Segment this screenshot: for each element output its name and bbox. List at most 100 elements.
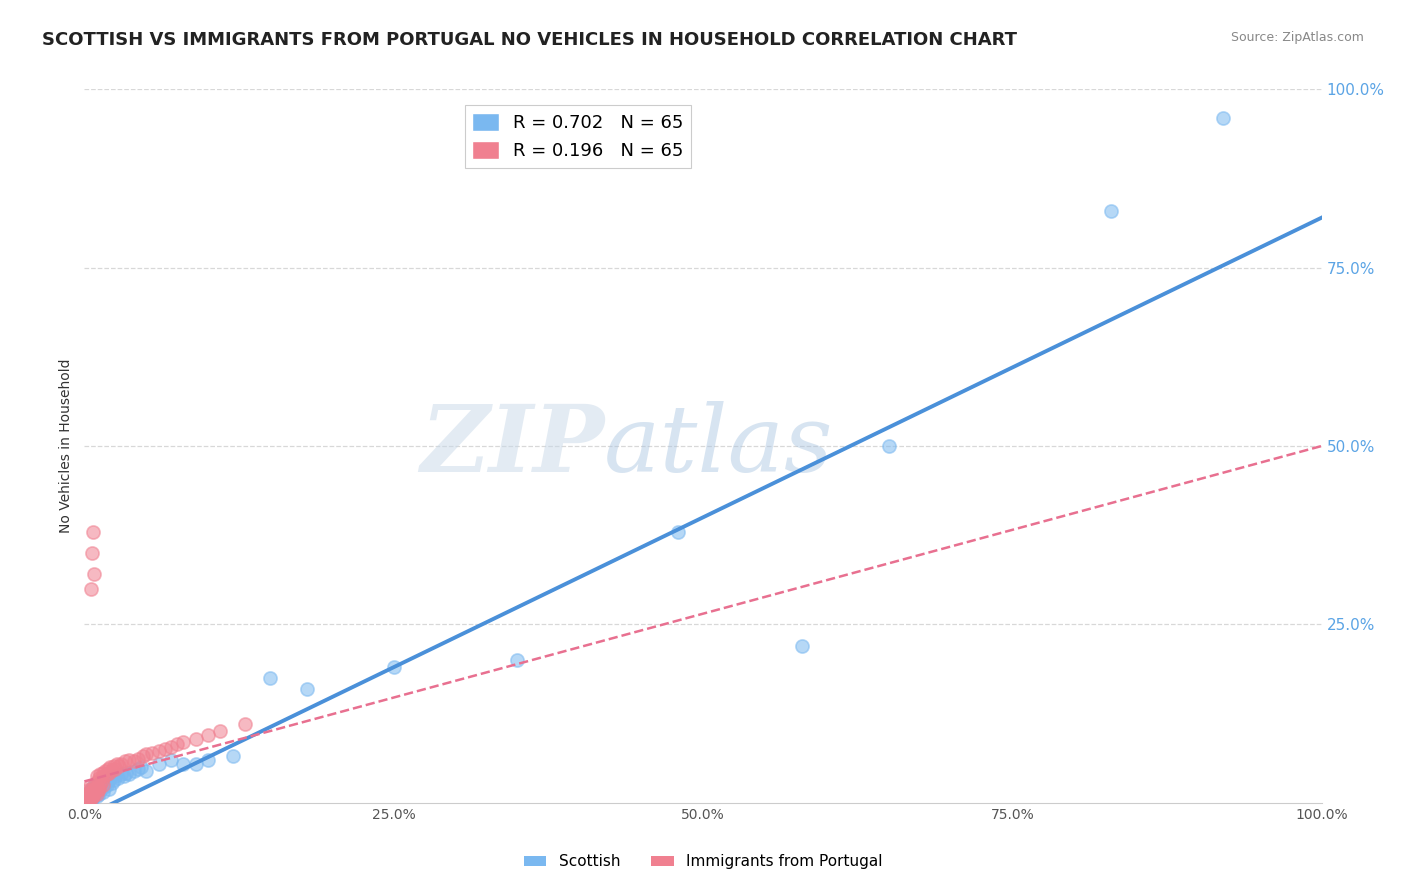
Point <box>79 791 101 805</box>
Point <box>100 763 122 777</box>
Point <box>105 756 128 771</box>
Point <box>382 660 405 674</box>
Point <box>79 790 101 805</box>
Point <box>103 758 125 772</box>
Point <box>77 792 100 806</box>
Point <box>83 787 105 801</box>
Point <box>172 735 194 749</box>
Point <box>82 780 104 794</box>
Point <box>79 783 101 797</box>
Point <box>108 758 131 772</box>
Point <box>79 780 101 794</box>
Point <box>115 765 138 780</box>
Point <box>84 787 107 801</box>
Text: SCOTTISH VS IMMIGRANTS FROM PORTUGAL NO VEHICLES IN HOUSEHOLD CORRELATION CHART: SCOTTISH VS IMMIGRANTS FROM PORTUGAL NO … <box>42 31 1017 49</box>
Point <box>89 787 111 801</box>
Point <box>114 755 136 769</box>
Point <box>153 742 176 756</box>
Point <box>76 792 98 806</box>
Point <box>77 783 100 797</box>
Point <box>790 639 813 653</box>
Point <box>80 781 103 796</box>
Point <box>110 756 132 771</box>
Point <box>80 785 103 799</box>
Point <box>80 546 103 560</box>
Point <box>80 791 103 805</box>
Point <box>666 524 689 539</box>
Point <box>97 774 120 789</box>
Point <box>91 785 114 799</box>
Point <box>184 756 207 771</box>
Point <box>166 737 188 751</box>
Point <box>90 778 112 792</box>
Point <box>79 582 101 596</box>
Point <box>98 771 121 785</box>
Point <box>148 744 170 758</box>
Point <box>96 767 118 781</box>
Point <box>160 740 183 755</box>
Point <box>82 789 104 803</box>
Point <box>77 789 100 803</box>
Point <box>110 767 132 781</box>
Point <box>91 778 114 792</box>
Point <box>131 749 153 764</box>
Point <box>89 783 111 797</box>
Point <box>91 765 114 780</box>
Point <box>80 787 103 801</box>
Point <box>84 778 107 792</box>
Point <box>89 781 111 796</box>
Point <box>135 764 157 778</box>
Point <box>197 753 219 767</box>
Text: Source: ZipAtlas.com: Source: ZipAtlas.com <box>1230 31 1364 45</box>
Point <box>84 785 107 799</box>
Point <box>75 790 97 805</box>
Point <box>96 778 118 792</box>
Point <box>112 769 135 783</box>
Point <box>93 780 115 794</box>
Point <box>259 671 281 685</box>
Point <box>79 786 101 800</box>
Point <box>1212 111 1234 125</box>
Point <box>122 764 145 778</box>
Point <box>82 790 104 805</box>
Y-axis label: No Vehicles in Household: No Vehicles in Household <box>59 359 73 533</box>
Point <box>104 769 127 783</box>
Point <box>79 785 101 799</box>
Point <box>98 765 121 780</box>
Text: atlas: atlas <box>605 401 834 491</box>
Point <box>89 778 111 792</box>
Legend: Scottish, Immigrants from Portugal: Scottish, Immigrants from Portugal <box>517 848 889 875</box>
Point <box>83 784 105 798</box>
Point <box>184 731 207 746</box>
Point <box>877 439 900 453</box>
Point <box>87 783 110 797</box>
Point <box>129 760 152 774</box>
Point <box>91 776 114 790</box>
Point <box>94 774 117 789</box>
Point <box>76 791 98 805</box>
Point <box>86 780 108 794</box>
Point <box>89 771 111 785</box>
Point <box>79 789 101 803</box>
Point <box>100 776 122 790</box>
Point <box>76 787 98 801</box>
Text: ZIP: ZIP <box>420 401 605 491</box>
Point <box>79 781 101 796</box>
Point <box>222 749 245 764</box>
Point <box>82 783 104 797</box>
Point <box>83 779 105 793</box>
Point <box>135 747 157 762</box>
Point <box>87 778 110 792</box>
Point <box>77 789 100 803</box>
Point <box>127 762 149 776</box>
Point <box>80 790 103 805</box>
Point <box>86 781 108 796</box>
Point <box>94 764 117 778</box>
Point <box>506 653 529 667</box>
Point <box>209 724 232 739</box>
Point <box>84 783 107 797</box>
Point <box>82 524 104 539</box>
Point <box>87 785 110 799</box>
Point <box>295 681 318 696</box>
Point <box>83 567 105 582</box>
